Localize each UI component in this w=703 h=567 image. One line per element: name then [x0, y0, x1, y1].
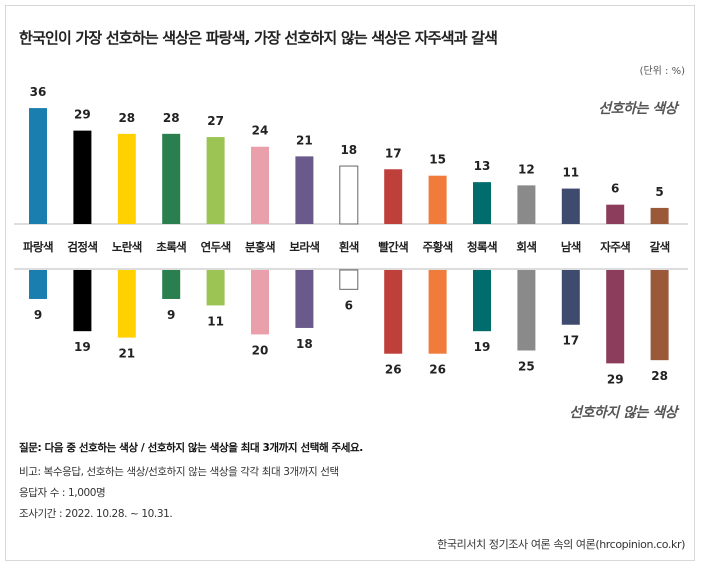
category-label: 초록색	[156, 240, 186, 254]
value-label-preferred: 15	[429, 153, 446, 167]
bar-preferred	[650, 207, 669, 224]
value-label-preferred: 29	[74, 108, 91, 122]
category-label: 갈색	[650, 240, 670, 254]
category-label: 연두색	[201, 240, 231, 254]
value-label-not-preferred: 25	[518, 360, 535, 374]
value-label-preferred: 5	[655, 185, 663, 199]
bar-not-preferred	[29, 270, 47, 299]
value-label-not-preferred: 18	[296, 337, 313, 351]
value-label-preferred: 17	[385, 146, 402, 160]
bar-not-preferred	[295, 270, 314, 328]
bar-not-preferred	[73, 270, 92, 332]
question-note: 질문: 다음 중 선호하는 색상 / 선호하지 않는 색상을 최대 3개까지 선…	[19, 442, 363, 454]
legend-preferred: 선호하는 색상	[598, 101, 677, 117]
value-label-not-preferred: 20	[252, 343, 269, 357]
bar-not-preferred	[517, 270, 536, 351]
value-label-preferred: 11	[562, 166, 579, 180]
bar-preferred	[339, 165, 359, 225]
value-label-not-preferred: 26	[429, 363, 446, 377]
bar-preferred	[606, 204, 625, 224]
bar-preferred	[251, 146, 269, 224]
category-label: 청록색	[467, 240, 497, 254]
bar-preferred	[29, 108, 47, 224]
bar-not-preferred	[561, 270, 580, 325]
value-label-preferred: 28	[163, 111, 180, 125]
value-label-preferred: 13	[474, 159, 491, 173]
bar-not-preferred	[162, 270, 181, 299]
value-label-preferred: 36	[30, 85, 47, 99]
value-label-not-preferred: 21	[118, 347, 135, 361]
bar-chart: 36 9 파랑색 29 19 검정색 28 21 노란색 28 9 초록색 27 11 연두색 24 20 분홍색…	[14, 85, 688, 386]
value-label-not-preferred: 6	[345, 298, 353, 312]
bar-preferred	[295, 156, 314, 224]
value-label-not-preferred: 29	[607, 372, 624, 386]
bar-not-preferred	[473, 270, 491, 332]
bar-preferred	[206, 137, 225, 224]
bar-preferred	[561, 188, 580, 224]
category-label: 자주색	[600, 240, 630, 254]
unit-label: (단위 : %)	[639, 66, 685, 77]
bar-not-preferred	[384, 270, 403, 354]
category-label: 회색	[516, 240, 536, 254]
category-label: 보라색	[289, 240, 319, 254]
bar-preferred	[428, 175, 447, 224]
bar-not-preferred	[206, 270, 225, 306]
card-border	[5, 5, 695, 561]
period-note: 조사기간 : 2022. 10.28. ~ 10.31.	[19, 508, 173, 520]
value-label-not-preferred: 19	[474, 340, 491, 354]
category-label: 빨간색	[378, 240, 408, 254]
value-label-preferred: 18	[340, 143, 357, 157]
source-label: 한국리서치 정기조사 여론 속의 여론(hrcopinion.co.kr)	[437, 538, 685, 551]
respondents-note: 응답자 수 : 1,000명	[19, 487, 106, 499]
value-label-not-preferred: 11	[207, 314, 224, 328]
bar-not-preferred	[428, 270, 447, 354]
bar-not-preferred	[606, 270, 625, 364]
bar-preferred	[117, 133, 136, 224]
category-label: 남색	[561, 240, 581, 254]
category-label: 흰색	[339, 240, 359, 254]
value-label-not-preferred: 19	[74, 340, 91, 354]
bar-not-preferred	[251, 270, 269, 335]
value-label-preferred: 28	[118, 111, 135, 125]
value-label-preferred: 12	[518, 162, 535, 176]
category-label: 분홍색	[245, 240, 275, 254]
value-label-preferred: 21	[296, 133, 313, 147]
value-label-preferred: 6	[611, 182, 619, 196]
remark-note: 비고: 복수응답, 선호하는 색상/선호하지 않는 색상을 각각 최대 3개까지…	[19, 466, 339, 478]
value-label-not-preferred: 9	[167, 308, 175, 322]
bar-preferred	[517, 185, 536, 224]
value-label-not-preferred: 9	[34, 308, 42, 322]
category-label: 주황색	[423, 240, 453, 254]
bar-preferred	[384, 169, 403, 224]
chart-title: 한국인이 가장 선호하는 색상은 파랑색, 가장 선호하지 않는 색상은 자주색…	[19, 29, 498, 47]
bar-not-preferred	[650, 270, 669, 361]
value-label-not-preferred: 26	[385, 363, 402, 377]
bar-preferred	[162, 133, 181, 224]
value-label-not-preferred: 28	[651, 369, 668, 383]
category-label: 검정색	[67, 240, 97, 254]
bar-preferred	[73, 130, 92, 224]
value-label-preferred: 27	[207, 114, 224, 128]
bar-not-preferred	[117, 270, 136, 338]
bar-preferred	[473, 182, 491, 224]
category-label: 노란색	[112, 240, 142, 254]
category-label: 파랑색	[23, 240, 53, 254]
legend-not-preferred: 선호하지 않는 색상	[569, 405, 677, 421]
bar-not-preferred	[339, 269, 359, 290]
value-label-not-preferred: 17	[562, 334, 579, 348]
value-label-preferred: 24	[252, 124, 269, 138]
